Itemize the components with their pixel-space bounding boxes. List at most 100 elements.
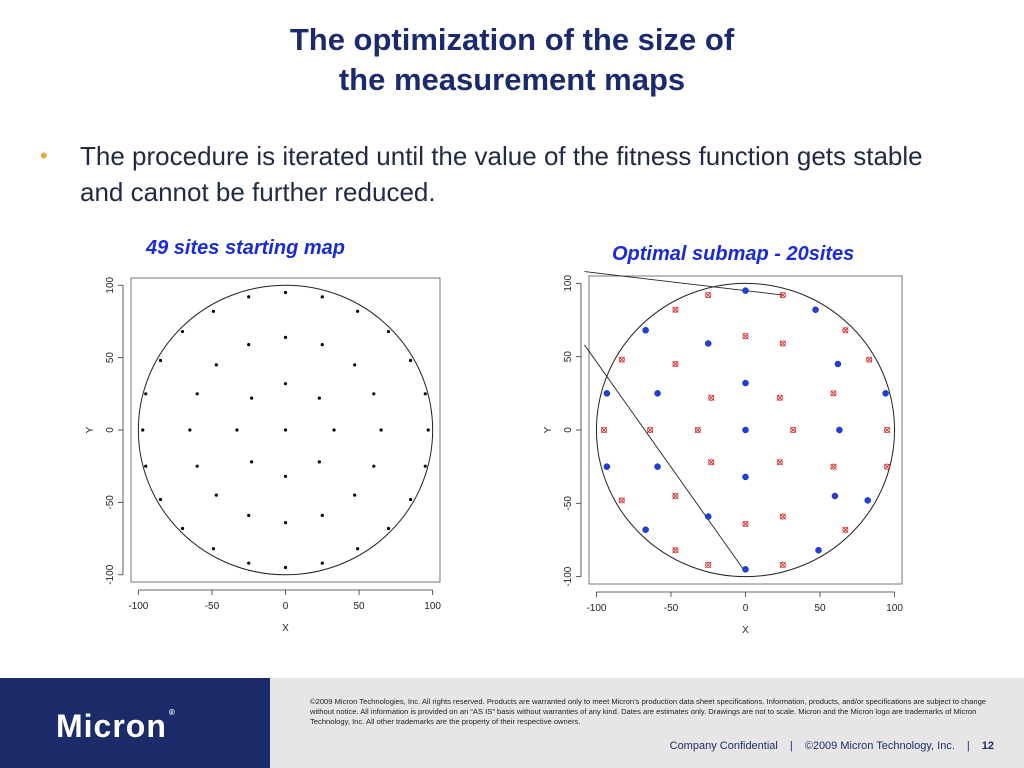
site-point	[353, 363, 357, 367]
removed-site-cross	[705, 291, 712, 299]
removed-site-circle	[842, 327, 849, 334]
removed-site-cross	[779, 561, 786, 569]
removed-site-circle	[618, 356, 625, 363]
x-tick-label: 0	[283, 601, 289, 612]
site-point	[214, 493, 218, 497]
removed-site-cross	[600, 426, 607, 434]
site-point	[247, 513, 251, 518]
site-point	[372, 464, 376, 468]
partition-line	[584, 271, 783, 296]
site-point	[141, 428, 145, 432]
site-point	[386, 526, 391, 531]
removed-site-cross	[830, 390, 837, 397]
plot-frame	[130, 277, 441, 583]
selected-site-point	[815, 547, 822, 554]
wafer-outline	[595, 282, 896, 578]
site-point	[356, 309, 360, 313]
x-tick-label: 0	[743, 603, 749, 614]
site-point	[317, 460, 321, 464]
site-point	[180, 329, 185, 334]
removed-site-circle	[600, 426, 607, 433]
selected-site-point	[742, 426, 749, 434]
y-tick-label: 0	[105, 427, 116, 433]
selected-site-point	[654, 463, 661, 470]
removed-site-circle	[705, 561, 712, 568]
site-point	[423, 392, 427, 396]
removed-site-circle	[779, 513, 786, 520]
site-point	[144, 464, 148, 468]
x-tick-label: -50	[664, 603, 679, 614]
selected-site-point	[836, 426, 843, 434]
removed-site-cross	[705, 561, 712, 569]
selected-site-point	[882, 390, 889, 397]
removed-site-cross	[618, 497, 625, 504]
selected-site-point	[742, 473, 749, 481]
removed-site-circle	[790, 426, 797, 433]
removed-site-circle	[830, 463, 837, 470]
site-point	[158, 497, 163, 502]
selected-site-point	[603, 390, 611, 397]
removed-site-cross	[776, 394, 783, 401]
selected-site-point	[864, 497, 871, 504]
removed-site-circle	[779, 340, 786, 347]
site-point	[195, 464, 199, 468]
y-tick-label: 50	[105, 352, 116, 364]
site-point	[356, 547, 360, 551]
x-axis-label: X	[282, 623, 289, 634]
slide-title-line-2: the measurement maps	[338, 62, 686, 97]
site-point	[247, 295, 251, 299]
selected-site-point	[654, 390, 661, 397]
y-tick-label: -100	[105, 564, 116, 584]
selected-site-point	[642, 526, 649, 533]
selected-site-point	[831, 492, 839, 500]
removed-site-cross	[708, 394, 715, 401]
site-point	[408, 497, 413, 502]
site-point	[320, 513, 324, 518]
removed-site-cross	[672, 547, 679, 554]
removed-site-circle	[647, 426, 654, 433]
page-number: 12	[981, 740, 994, 752]
removed-site-circle	[742, 520, 749, 527]
site-point	[283, 565, 288, 570]
plot-frame	[588, 275, 903, 585]
removed-site-circle	[694, 426, 701, 433]
removed-site-circle	[618, 497, 625, 504]
company-confidential: Company Confidential	[669, 740, 778, 752]
site-point	[320, 295, 324, 299]
left-chart-caption: 49 sites starting map	[146, 237, 345, 259]
removed-site-circle	[842, 526, 849, 533]
site-point	[180, 526, 185, 531]
removed-site-cross	[830, 463, 837, 470]
removed-site-circle	[672, 492, 679, 499]
x-tick-label: 50	[814, 603, 826, 614]
removed-site-circle	[708, 459, 715, 466]
selected-site-point	[742, 379, 749, 387]
site-point	[250, 396, 254, 400]
site-point	[214, 363, 218, 367]
site-point	[379, 428, 383, 432]
removed-site-cross	[776, 459, 783, 466]
removed-site-cross	[618, 356, 625, 363]
removed-site-circle	[672, 547, 679, 554]
site-point	[283, 521, 288, 525]
y-axis-label: Y	[543, 426, 554, 433]
site-point	[320, 342, 324, 347]
site-point	[250, 460, 254, 464]
removed-site-circle	[779, 292, 786, 299]
site-point	[211, 309, 215, 313]
selected-site-point	[812, 306, 819, 313]
removed-site-cross	[742, 333, 749, 340]
site-point	[426, 428, 430, 432]
y-tick-label: -50	[105, 495, 116, 510]
removed-site-cross	[842, 526, 849, 533]
site-point	[211, 547, 215, 551]
site-point	[317, 396, 321, 400]
x-tick-label: -100	[128, 601, 148, 612]
logo-registered-mark: ®	[168, 708, 176, 717]
removed-site-circle	[776, 394, 783, 401]
slide-title-line-1: The optimization of the size of	[289, 22, 735, 57]
site-point	[247, 561, 251, 565]
removed-site-circle	[866, 356, 873, 363]
selected-site-point	[704, 513, 712, 520]
